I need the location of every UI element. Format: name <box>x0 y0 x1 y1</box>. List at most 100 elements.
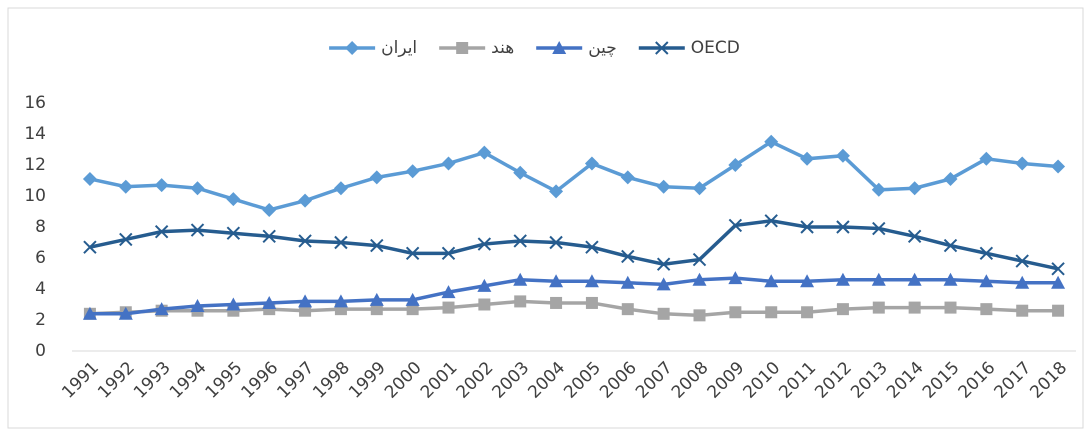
legend-label: OECD <box>691 38 740 58</box>
marker <box>801 306 814 319</box>
marker <box>692 181 707 196</box>
marker <box>1015 254 1029 268</box>
marker <box>299 304 312 317</box>
marker <box>765 306 778 319</box>
marker <box>800 220 814 234</box>
legend-marker <box>655 41 669 55</box>
marker <box>620 275 635 289</box>
marker <box>82 306 97 320</box>
marker <box>800 274 815 288</box>
marker <box>82 171 97 186</box>
marker <box>513 272 528 286</box>
marker <box>405 164 420 179</box>
marker <box>405 292 420 306</box>
marker <box>836 303 849 316</box>
marker <box>764 274 779 288</box>
marker <box>369 170 384 185</box>
y-tick-label: 8 <box>35 217 46 237</box>
marker <box>405 246 420 261</box>
marker <box>979 151 994 166</box>
series-line <box>89 139 1059 212</box>
marker <box>656 257 671 271</box>
marker <box>262 202 277 217</box>
series-line <box>89 219 1059 271</box>
marker <box>728 218 743 233</box>
marker <box>871 272 886 286</box>
marker <box>298 193 313 208</box>
y-tick-label: 6 <box>35 248 46 268</box>
marker <box>944 301 957 314</box>
y-tick-label: 2 <box>35 310 46 330</box>
marker <box>872 221 886 236</box>
marker <box>262 295 277 309</box>
marker <box>908 301 921 314</box>
marker <box>477 278 492 292</box>
marker <box>907 181 922 196</box>
marker <box>369 292 384 306</box>
marker <box>262 229 276 244</box>
marker <box>190 223 205 237</box>
marker <box>943 238 958 253</box>
marker <box>550 296 563 309</box>
marker <box>478 298 491 311</box>
marker <box>442 301 455 314</box>
y-tick-label: 0 <box>35 341 46 361</box>
marker <box>1015 275 1030 289</box>
marker <box>1052 304 1065 317</box>
marker <box>406 303 419 316</box>
marker <box>621 249 635 264</box>
marker <box>872 301 885 314</box>
marker <box>477 237 492 251</box>
marker <box>980 303 993 316</box>
marker <box>514 295 527 308</box>
marker <box>620 170 635 185</box>
marker <box>513 165 528 180</box>
marker <box>83 240 97 254</box>
marker <box>764 214 778 228</box>
marker <box>154 224 169 239</box>
marker <box>656 179 671 194</box>
marker <box>333 294 348 308</box>
marker <box>1051 262 1065 276</box>
marker <box>333 181 348 196</box>
marker <box>298 294 313 308</box>
marker <box>835 148 850 163</box>
marker <box>836 220 850 234</box>
marker <box>656 277 671 291</box>
marker <box>1015 156 1030 171</box>
marker <box>584 274 599 288</box>
marker <box>692 252 707 267</box>
marker <box>729 306 742 319</box>
marker <box>943 272 958 286</box>
marker <box>943 171 958 186</box>
legend-label: ایران <box>381 38 417 58</box>
marker <box>370 303 383 316</box>
marker <box>549 235 563 250</box>
marker <box>728 271 743 285</box>
marker <box>907 272 922 286</box>
marker <box>119 232 133 247</box>
marker <box>154 302 169 316</box>
marker <box>907 229 922 244</box>
marker <box>800 151 815 166</box>
marker <box>979 274 994 288</box>
marker <box>871 182 886 197</box>
y-tick-label: 16 <box>24 93 46 113</box>
legend-label: چین <box>588 38 617 58</box>
marker <box>154 178 169 193</box>
chart-frame <box>7 7 1084 429</box>
marker <box>549 184 564 199</box>
legend-marker <box>456 42 469 54</box>
marker <box>979 246 994 261</box>
marker <box>728 158 743 172</box>
marker <box>226 226 241 240</box>
marker <box>190 181 205 196</box>
marker <box>585 296 598 309</box>
marker <box>441 156 456 171</box>
marker <box>513 234 527 248</box>
marker <box>370 238 384 253</box>
series-line <box>89 276 1059 316</box>
legend-marker <box>345 41 360 55</box>
marker <box>657 307 670 320</box>
